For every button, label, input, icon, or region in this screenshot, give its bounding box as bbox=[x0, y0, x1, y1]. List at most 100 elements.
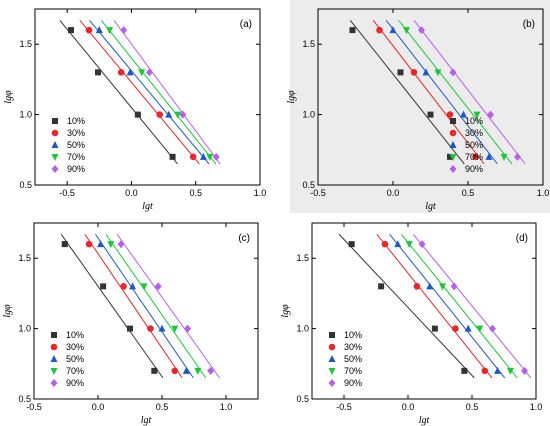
marker-triangle-down bbox=[106, 27, 114, 35]
marker-triangle-up bbox=[389, 26, 397, 34]
series-50pct bbox=[385, 19, 498, 165]
marker-diamond bbox=[449, 165, 457, 173]
legend-label: 70% bbox=[66, 366, 84, 376]
series-70pct bbox=[398, 19, 513, 165]
marker-diamond bbox=[520, 366, 528, 375]
x-tick-label: 0.5 bbox=[156, 402, 169, 412]
panel-background bbox=[0, 215, 275, 426]
y-tick-label: 1.0 bbox=[19, 110, 32, 120]
y-tick-label: 0.5 bbox=[19, 180, 32, 190]
x-tick-label: -0.5 bbox=[310, 188, 326, 198]
marker-square bbox=[450, 118, 456, 124]
fit-line bbox=[100, 19, 217, 165]
legend-label: 90% bbox=[66, 378, 84, 388]
series-30pct bbox=[372, 19, 485, 165]
x-tick-label: 0.0 bbox=[402, 402, 415, 412]
y-tick-label: 1.5 bbox=[18, 253, 31, 263]
marker-triangle-up bbox=[182, 366, 190, 374]
y-tick-label: 0.5 bbox=[296, 394, 309, 404]
marker-triangle-up bbox=[422, 68, 430, 76]
legend-label: 50% bbox=[66, 354, 84, 364]
marker-square bbox=[68, 27, 74, 34]
marker-square bbox=[431, 325, 438, 332]
marker-triangle-down bbox=[449, 154, 457, 161]
legend-label: 50% bbox=[465, 140, 483, 150]
y-tick-label: 1.5 bbox=[19, 39, 32, 49]
marker-square bbox=[61, 241, 68, 248]
panel-label: (d) bbox=[516, 233, 528, 244]
marker-triangle-down bbox=[506, 367, 514, 375]
marker-triangle-up bbox=[165, 110, 173, 118]
fit-line bbox=[113, 19, 221, 165]
marker-circle bbox=[446, 111, 454, 118]
x-tick-label: 1.0 bbox=[530, 402, 543, 412]
marker-square bbox=[100, 283, 107, 290]
fit-line bbox=[349, 19, 465, 165]
x-tick-label: 0.5 bbox=[189, 188, 202, 198]
legend: 10% 30% 50% 70% 90% bbox=[51, 116, 85, 174]
fit-line bbox=[376, 233, 493, 379]
y-tick-label: 1.0 bbox=[302, 110, 315, 120]
legend-label: 10% bbox=[67, 116, 85, 126]
panel-background bbox=[290, 0, 550, 213]
marker-diamond bbox=[418, 26, 425, 35]
x-tick-label: 0.0 bbox=[387, 188, 400, 198]
x-tick-label: 0.0 bbox=[92, 402, 105, 412]
series-50pct bbox=[89, 19, 210, 165]
marker-triangle-down bbox=[138, 69, 146, 77]
marker-circle bbox=[147, 325, 154, 332]
marker-diamond bbox=[50, 379, 58, 387]
series-10pct bbox=[60, 233, 164, 379]
plot-area bbox=[317, 8, 544, 186]
legend-label: 70% bbox=[344, 366, 362, 376]
marker-diamond bbox=[120, 26, 128, 35]
marker-diamond bbox=[514, 152, 521, 161]
marker-triangle-down bbox=[50, 368, 58, 375]
marker-diamond bbox=[145, 68, 153, 77]
fit-line bbox=[105, 233, 207, 379]
x-tick-label: -0.5 bbox=[336, 402, 352, 412]
marker-triangle-up bbox=[126, 68, 134, 76]
marker-triangle-up bbox=[494, 366, 502, 374]
marker-triangle-down bbox=[174, 111, 182, 119]
series-70pct bbox=[401, 233, 518, 379]
x-tick-label: 0.5 bbox=[462, 188, 475, 198]
panel-label: (b) bbox=[523, 19, 535, 30]
x-tick-label: 1.0 bbox=[537, 188, 550, 198]
panel-background bbox=[0, 0, 275, 213]
panel-label: (c) bbox=[238, 233, 250, 244]
legend-label: 30% bbox=[465, 128, 483, 138]
y-axis-title: lgφ bbox=[3, 90, 14, 104]
marker-triangle-down bbox=[439, 283, 447, 291]
series-30pct bbox=[84, 233, 183, 379]
y-tick-label: 1.0 bbox=[296, 324, 309, 334]
marker-triangle-down bbox=[107, 241, 115, 249]
marker-circle bbox=[51, 129, 59, 137]
series-10pct bbox=[349, 19, 465, 165]
fit-line bbox=[401, 233, 518, 379]
marker-circle bbox=[328, 343, 336, 351]
marker-square bbox=[427, 111, 434, 118]
marker-square bbox=[397, 69, 404, 76]
marker-diamond bbox=[207, 366, 215, 375]
chart-panel-b: -0.5 0.0 0.5 1.0 0.5 1.0 1.5 lgt lgφ (b) 10% 30% 50%… bbox=[286, 0, 550, 213]
marker-triangle-up bbox=[464, 324, 472, 332]
marker-triangle-up bbox=[328, 355, 336, 362]
marker-triangle-down bbox=[171, 325, 179, 333]
plot-area bbox=[311, 222, 537, 400]
marker-circle bbox=[85, 240, 93, 248]
marker-triangle-up bbox=[485, 152, 493, 160]
marker-triangle-up bbox=[394, 240, 402, 248]
fit-line bbox=[84, 233, 183, 379]
marker-square bbox=[348, 241, 355, 248]
series-90pct bbox=[113, 19, 221, 165]
legend-label: 70% bbox=[465, 152, 483, 162]
chart-panel-a: -0.5 0.0 0.5 1.0 0.5 1.0 1.5 lgt lgφ (a) 10% 30% 50%… bbox=[0, 0, 275, 213]
marker-triangle-up bbox=[97, 240, 105, 248]
x-axis-title: lgt bbox=[419, 415, 430, 426]
x-tick-label: 1.0 bbox=[220, 402, 233, 412]
fit-line bbox=[116, 233, 221, 379]
fit-line bbox=[79, 19, 200, 165]
series-10pct bbox=[338, 233, 475, 379]
